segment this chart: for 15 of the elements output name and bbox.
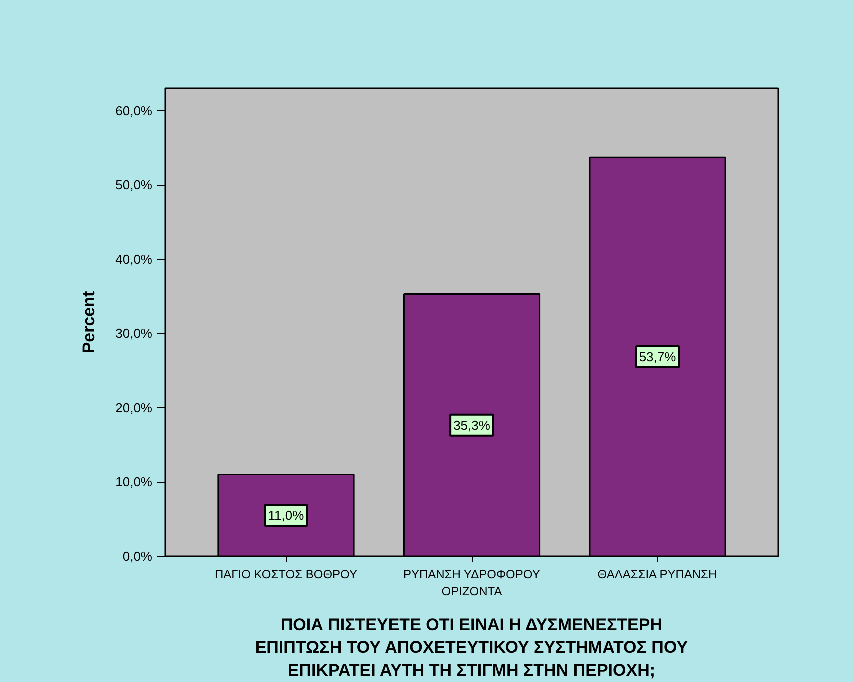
y-tick-label: 20,0% [116, 400, 153, 416]
y-tick-label: 40,0% [116, 252, 153, 267]
y-tick-label: 30,0% [116, 326, 153, 342]
data-label: 53,7% [639, 350, 677, 365]
data-label: 11,0% [268, 508, 305, 524]
x-axis-title: ΠΟΙΑ ΠΙΣΤΕΥΕΤΕ ΟΤΙ ΕΙΝΑΙ Η ΔΥΣΜΕΝΕΣΤΕΡΗ ΕΠΙΠΤΩΣΗ ΤΟΥ ΑΠΟΧΕΤΕΥΤΙΚΟΥ ΣΥΣΤΗΜΑΤΟΣ ΠΟΥ ΕΠΙΚΡΑΤΕΙ ΑΥΤΗ ΤΗ ΣΤΙΓΜΗ ΣΤΗΝ ΠΕΡΙΟΧΗ; [255, 615, 689, 680]
x-tick-label: ΡΥΠΑΝΣΗ ΥΔΡΟΦΟΡΟΥ ΟΡΙΖΟΝΤΑ [403, 568, 540, 598]
y-tick-label: 60,0% [116, 103, 153, 118]
x-tick-label: ΠΑΓΙΟ ΚΟΣΤΟΣ ΒΟΘΡΟΥ [214, 568, 358, 582]
y-tick-label: 50,0% [116, 178, 153, 193]
y-tick-label: 10,0% [116, 474, 153, 490]
data-label: 35,3% [454, 418, 491, 433]
y-axis-title: Percent [80, 290, 99, 354]
x-tick-label: ΘΑΛΑΣΣΙΑ ΡΥΠΑΝΣΗ [598, 568, 718, 582]
y-tick-label: 0,0% [122, 549, 153, 564]
